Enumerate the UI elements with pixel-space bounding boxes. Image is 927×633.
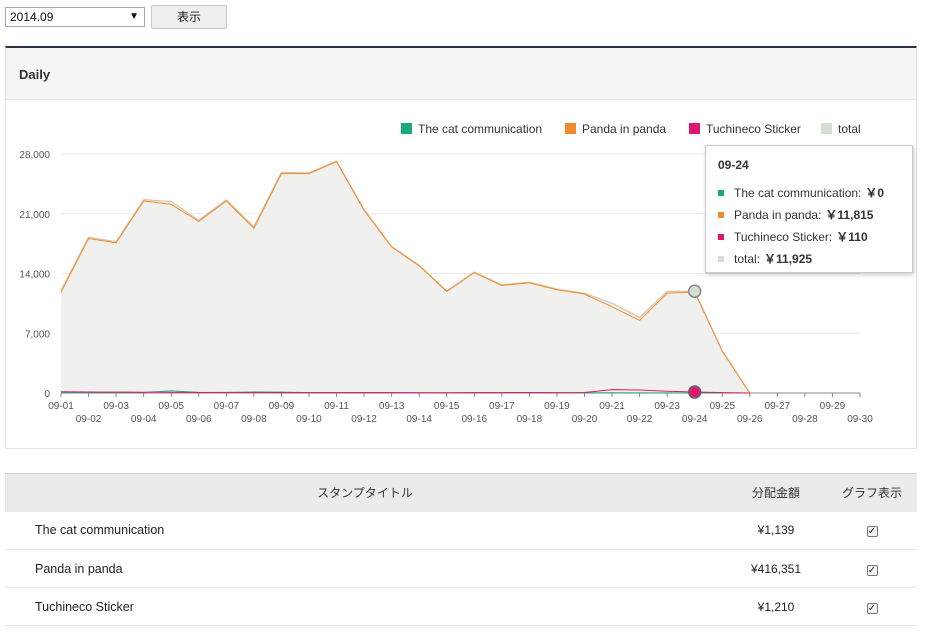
- x-tick-label: 09-17: [489, 401, 515, 412]
- daily-panel: Daily: [5, 46, 917, 449]
- table-row: Panda in panda ¥416,351 ✓: [5, 549, 917, 588]
- x-tick-label: 09-29: [820, 401, 846, 412]
- tooltip-label: The cat communication:: [734, 186, 862, 200]
- legend-swatch: [821, 123, 832, 134]
- legend-label: total: [838, 122, 861, 136]
- x-tick-label: 09-12: [351, 414, 377, 425]
- chevron-down-icon: ▼: [129, 11, 139, 22]
- x-tick-label: 09-11: [324, 401, 349, 412]
- tooltip-date: 09-24: [718, 158, 749, 172]
- chart-tooltip: 09-24 The cat communication: ￥0 Panda in …: [705, 145, 913, 273]
- y-tick-label: 28,000: [19, 150, 50, 161]
- header-title: スタンプタイトル: [5, 473, 725, 512]
- x-tick-label: 09-25: [709, 401, 735, 412]
- x-tick-label: 09-01: [48, 401, 74, 412]
- panda-series-line: [60, 161, 751, 394]
- highlight-point-total: [687, 284, 702, 298]
- row-title: Tuchineco Sticker: [5, 587, 725, 626]
- tooltip-value: ￥0: [865, 186, 885, 200]
- legend-swatch: [401, 123, 412, 134]
- tooltip-row: Tuchineco Sticker: ￥110: [718, 229, 912, 251]
- tooltip-swatch: [718, 190, 724, 197]
- x-tick-label: 09-19: [544, 401, 570, 412]
- total-area: [61, 160, 750, 393]
- tooltip-label: Panda in panda:: [734, 208, 822, 222]
- x-tick-label: 09-16: [461, 414, 487, 425]
- x-tick-label: 09-22: [627, 414, 653, 425]
- tooltip-row: The cat communication: ￥0: [718, 185, 912, 207]
- x-tick-label: 09-27: [765, 401, 791, 412]
- tooltip-value: ￥110: [836, 230, 868, 244]
- tooltip-row: Panda in panda: ￥11,815: [718, 207, 912, 229]
- tooltip-label: total:: [734, 252, 761, 266]
- legend-label: Panda in panda: [582, 122, 666, 136]
- tooltip-label: Tuchineco Sticker:: [734, 230, 833, 244]
- month-select-value: 2014.09: [10, 10, 54, 24]
- legend-label: The cat communication: [418, 122, 542, 136]
- row-amount: ¥416,351: [725, 549, 827, 588]
- graph-checkbox[interactable]: ✓: [866, 526, 878, 538]
- x-tick-label: 09-03: [103, 401, 129, 412]
- header-graph: グラフ表示: [827, 473, 917, 512]
- table-row: Tuchineco Sticker ¥1,210 ✓: [5, 587, 917, 626]
- legend-swatch: [565, 123, 576, 134]
- tooltip-swatch: [718, 256, 724, 263]
- row-title: Panda in panda: [5, 549, 725, 588]
- x-tick-label: 09-04: [131, 414, 157, 425]
- daily-chart: 07,00014,00021,00028,00009-0109-0209-030…: [19, 122, 873, 425]
- graph-toggle-cell: ✓: [827, 511, 917, 550]
- x-tick-label: 09-09: [269, 401, 295, 412]
- row-title: The cat communication: [5, 511, 725, 550]
- tooltip-row: total: ￥11,925: [718, 251, 912, 273]
- legend-swatch: [689, 123, 700, 134]
- tooltip-swatch: [718, 212, 724, 219]
- y-tick-label: 0: [44, 389, 50, 400]
- table-header-row: スタンプタイトル 分配金額 グラフ表示: [5, 473, 917, 512]
- header-amount: 分配金額: [725, 473, 827, 512]
- graph-checkbox[interactable]: ✓: [866, 602, 878, 614]
- x-tick-label: 09-08: [241, 414, 267, 425]
- x-tick-label: 09-30: [847, 414, 873, 425]
- x-tick-label: 09-13: [379, 401, 405, 412]
- row-amount: ¥1,210: [725, 587, 827, 626]
- x-tick-label: 09-23: [654, 401, 680, 412]
- tooltip-value: ￥11,925: [764, 252, 813, 266]
- table-row: The cat communication ¥1,139 ✓: [5, 511, 917, 550]
- x-tick-label: 09-18: [517, 414, 543, 425]
- tuchineco-series-line: [60, 389, 750, 394]
- graph-checkbox[interactable]: ✓: [866, 564, 878, 576]
- x-tick-label: 09-05: [158, 401, 184, 412]
- x-tick-label: 09-10: [296, 414, 322, 425]
- row-amount: ¥1,139: [725, 511, 827, 550]
- tooltip-value: ￥11,815: [825, 208, 874, 222]
- x-tick-label: 09-02: [76, 414, 102, 425]
- x-tick-label: 09-15: [434, 401, 460, 412]
- show-button[interactable]: 表示: [151, 5, 227, 29]
- graph-toggle-cell: ✓: [827, 549, 917, 588]
- graph-toggle-cell: ✓: [827, 587, 917, 626]
- x-tick-label: 09-14: [406, 414, 432, 425]
- month-select[interactable]: 2014.09 ▼: [5, 7, 145, 27]
- x-tick-label: 09-26: [737, 414, 763, 425]
- x-tick-label: 09-07: [214, 401, 240, 412]
- x-tick-label: 09-06: [186, 414, 212, 425]
- x-tick-label: 09-21: [599, 401, 625, 412]
- tooltip-swatch: [718, 234, 724, 241]
- panel-title: Daily: [6, 48, 916, 100]
- y-tick-label: 14,000: [19, 270, 50, 281]
- x-tick-label: 09-20: [572, 414, 598, 425]
- y-tick-label: 21,000: [19, 210, 50, 221]
- legend-label: Tuchineco Sticker: [706, 122, 801, 136]
- sticker-table: スタンプタイトル 分配金額 グラフ表示 The cat communicatio…: [5, 473, 917, 626]
- x-tick-label: 09-24: [682, 414, 708, 425]
- x-tick-label: 09-28: [792, 414, 818, 425]
- y-tick-label: 7,000: [25, 329, 50, 340]
- highlight-point-tuchineco: [687, 385, 702, 399]
